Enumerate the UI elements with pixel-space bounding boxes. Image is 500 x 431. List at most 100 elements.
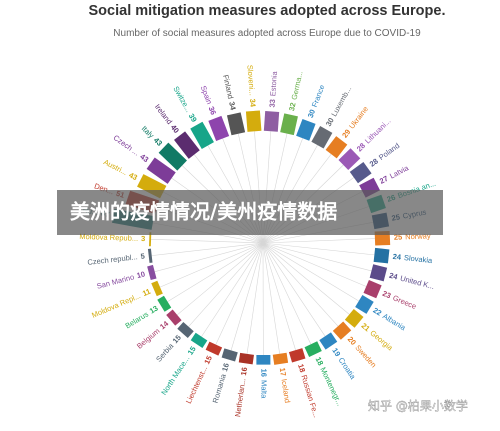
bar-label: Austri...43 — [102, 157, 139, 182]
category-label: Malta — [259, 380, 268, 399]
category-label: Norway — [405, 231, 431, 241]
bar — [151, 280, 163, 297]
spoke — [262, 238, 375, 244]
chart-title: Social mitigation measures adopted acros… — [89, 3, 446, 19]
category-label: Netherlan... — [233, 378, 247, 418]
bar — [272, 352, 289, 365]
bar — [174, 131, 200, 159]
value-label: 25 — [394, 232, 403, 241]
bar — [280, 113, 298, 136]
bar-label: 18Russian Fe... — [296, 363, 321, 419]
bar — [147, 264, 157, 280]
bar-label: 23Greece — [381, 289, 418, 311]
value-label: 43 — [138, 152, 150, 164]
value-label: 29 — [340, 127, 352, 139]
category-label: San Marino — [96, 272, 135, 291]
category-label: Spain — [199, 84, 214, 105]
spoke — [262, 242, 296, 351]
spoke — [262, 242, 367, 287]
spoke — [262, 242, 280, 354]
value-label: 24 — [392, 252, 402, 262]
category-label: Russian Fe... — [299, 374, 320, 419]
value-label: 13 — [148, 304, 160, 316]
bar-label: Sloveni... 34 — [245, 65, 257, 109]
plot: 33Estonia32Germa...30France30Luxemb...29… — [79, 65, 437, 419]
spoke — [262, 242, 339, 327]
bar-label: Finland34 — [221, 74, 238, 112]
value-label: 43 — [152, 136, 164, 148]
bar — [147, 248, 153, 263]
category-label: Sloveni... — [245, 65, 256, 96]
bar — [238, 352, 254, 365]
category-label: Greece — [392, 293, 418, 311]
spoke — [230, 242, 264, 351]
bar-label: 16 Malta — [259, 369, 268, 400]
bar-label: 28Poland — [368, 141, 401, 169]
category-label: Georgia — [368, 328, 395, 352]
bar — [373, 247, 390, 264]
bar-label: Czech republ... 5 — [87, 251, 145, 266]
bar — [157, 295, 172, 312]
bar — [363, 280, 382, 299]
bar — [221, 348, 238, 362]
category-label: Estonia — [268, 70, 279, 96]
bar — [349, 162, 372, 184]
value-label: 30 — [306, 108, 317, 119]
spoke — [188, 242, 264, 327]
spoke — [246, 242, 264, 354]
spoke — [159, 242, 264, 288]
category-label: Sweden — [353, 343, 378, 369]
bar-label: Serbia15 — [154, 333, 183, 364]
bar-label: Moldova Repub... 3 — [79, 232, 145, 243]
category-label: Ukraine — [347, 105, 370, 131]
category-label: Slovakia — [404, 253, 434, 265]
spoke — [201, 242, 264, 337]
spoke — [262, 242, 326, 337]
value-label: 15 — [171, 333, 183, 345]
category-label: Lithuani... — [363, 116, 393, 145]
bar — [177, 322, 194, 339]
category-label: Iceland — [280, 378, 292, 403]
spoke — [167, 242, 264, 302]
bar — [146, 157, 176, 184]
bar — [304, 341, 322, 358]
value-label: 33 — [267, 99, 277, 108]
bar — [369, 264, 388, 282]
category-label: Ireland — [153, 102, 174, 126]
bar — [332, 321, 352, 340]
bar-label: Ireland40 — [153, 102, 181, 135]
bar-label: 24United K... — [388, 271, 435, 291]
category-label: Moldova Repub... — [79, 232, 138, 243]
category-label: Croatia — [337, 356, 358, 382]
value-label: 17 — [278, 367, 288, 377]
bar — [256, 354, 271, 365]
value-label: 28 — [368, 156, 380, 168]
bar-label: 29Ukraine — [340, 105, 370, 140]
spoke — [151, 242, 264, 256]
category-label: Italy — [140, 124, 156, 140]
bar-label: Czech ...43 — [112, 133, 151, 164]
bar — [166, 309, 182, 326]
value-label: 22 — [371, 306, 383, 318]
value-label: 16 — [220, 362, 231, 373]
category-label: Romania — [211, 372, 228, 404]
bar — [338, 148, 361, 171]
bar-label: Romania16 — [211, 362, 231, 404]
spoke — [176, 242, 264, 316]
bar-label: 22Albania — [371, 306, 407, 333]
value-label: 28 — [355, 141, 367, 153]
value-label: 19 — [330, 346, 342, 358]
category-label: Austri... — [102, 157, 129, 177]
category-label: United K... — [399, 274, 435, 291]
value-label: 21 — [360, 321, 372, 333]
value-label: 24 — [388, 271, 399, 282]
spoke — [262, 242, 350, 315]
bar-label: Spain36 — [199, 84, 218, 116]
category-label: Germa... — [289, 70, 304, 100]
value-label: 36 — [207, 105, 218, 116]
value-label: 43 — [127, 170, 139, 182]
bar-label: 27Latvia — [378, 163, 411, 186]
bar — [208, 115, 230, 142]
value-label: 16 — [239, 367, 249, 377]
spoke — [151, 238, 264, 244]
